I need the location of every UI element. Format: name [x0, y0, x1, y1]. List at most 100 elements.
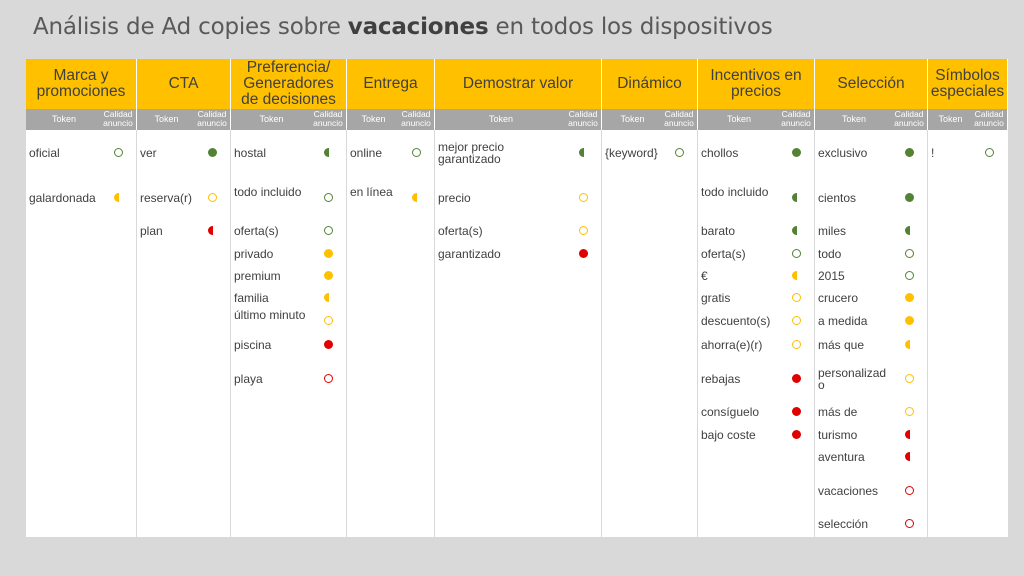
quality-full-yellow-icon [905, 293, 914, 302]
token-label: Token [259, 114, 284, 124]
token-cell: oferta(s) [701, 247, 746, 261]
column-divider [927, 130, 928, 537]
token-cell: en línea [350, 185, 393, 199]
column-divider [814, 130, 815, 537]
quality-label: Calidad anuncio [894, 109, 924, 128]
quality-full-red-icon [792, 374, 801, 383]
token-label: Token [51, 114, 77, 124]
token-cell: 2015 [818, 269, 845, 283]
quality-full-yellow-icon [324, 271, 333, 280]
column-header: Marca y promociones [26, 59, 137, 109]
token-cell: € [701, 269, 708, 283]
quality-empty-yellow-icon [792, 293, 801, 302]
subheader-row: Token Calidad anuncio [231, 109, 347, 130]
token-cell: oferta(s) [438, 224, 483, 238]
column-divider [136, 130, 137, 537]
subheader-row: Token Calidad anuncio [26, 109, 137, 130]
quality-empty-green-icon [324, 226, 333, 235]
quality-full-red-icon [792, 430, 801, 439]
quality-full-red-icon [792, 407, 801, 416]
quality-empty-green-icon [792, 249, 801, 258]
quality-label: Calidad anuncio [664, 109, 694, 128]
quality-label: Calidad anuncio [568, 109, 598, 128]
column-header: Dinámico [602, 59, 698, 109]
quality-empty-yellow-icon [324, 316, 333, 325]
quality-half-yellow-icon [114, 193, 119, 202]
quality-label: Calidad anuncio [313, 109, 343, 128]
column-header: Preferencia/ Generadores de decisiones [231, 59, 347, 109]
quality-empty-green-icon [675, 148, 684, 157]
token-cell: rebajas [701, 372, 741, 386]
token-cell: gratis [701, 291, 731, 305]
quality-empty-yellow-icon [792, 316, 801, 325]
column-header: Selección [815, 59, 928, 109]
token-cell: más de [818, 405, 858, 419]
token-cell: miles [818, 224, 847, 238]
token-cell: personalizado [818, 366, 887, 392]
quality-empty-yellow-icon [208, 193, 217, 202]
quality-empty-green-icon [905, 249, 914, 258]
token-label: Token [154, 114, 179, 124]
token-label: Token [488, 114, 514, 124]
column-divider [230, 130, 231, 537]
token-cell: todo incluido [234, 185, 302, 199]
subheader-row: Token Calidad anuncio [347, 109, 435, 130]
token-cell: bajo coste [701, 428, 756, 442]
column-divider [346, 130, 347, 537]
token-cell: ahorra(e)(r) [701, 338, 763, 352]
token-cell: más que [818, 338, 865, 352]
title-bold: vacaciones [347, 14, 489, 40]
subheader-row: Token Calidad anuncio [815, 109, 928, 130]
column-divider [697, 130, 698, 537]
token-cell: online [350, 146, 383, 160]
token-cell: familia [234, 291, 269, 305]
quality-full-red-icon [324, 340, 333, 349]
quality-empty-green-icon [412, 148, 421, 157]
token-cell: ver [140, 146, 157, 160]
token-cell: premium [234, 269, 281, 283]
quality-label: Calidad anuncio [781, 109, 811, 128]
quality-empty-green-icon [324, 193, 333, 202]
quality-empty-yellow-icon [579, 226, 588, 235]
column-header: Incentivos en precios [698, 59, 815, 109]
subheader-row: Token Calidad anuncio [928, 109, 1008, 130]
analysis-table: Marca y promociones Token Calidad anuncio o… [26, 59, 1008, 537]
column-divider [434, 130, 435, 537]
token-label: Token [361, 114, 386, 124]
quality-half-green-icon [792, 193, 797, 202]
quality-label: Calidad anuncio [401, 109, 431, 128]
quality-full-green-icon [208, 148, 217, 157]
title-prefix: Análisis de Ad copies sobre [33, 14, 348, 40]
quality-empty-yellow-icon [579, 193, 588, 202]
quality-empty-green-icon [114, 148, 123, 157]
token-cell: vacaciones [818, 484, 879, 498]
token-cell: turismo [818, 428, 858, 442]
token-cell: cientos [818, 191, 857, 205]
quality-half-yellow-icon [905, 340, 910, 349]
quality-half-red-icon [905, 452, 910, 461]
token-cell: consíguelo [701, 405, 760, 419]
column-header: CTA [137, 59, 231, 109]
quality-label: Calidad anuncio [974, 109, 1004, 128]
title-suffix: en todos los dispositivos [488, 14, 773, 40]
quality-half-yellow-icon [792, 271, 797, 280]
quality-empty-yellow-icon [905, 374, 914, 383]
column-header: Demostrar valor [435, 59, 602, 109]
quality-full-green-icon [905, 148, 914, 157]
quality-empty-red-icon [905, 486, 914, 495]
token-cell: privado [234, 247, 274, 261]
token-cell: plan [140, 224, 163, 238]
token-cell: reserva(r) [140, 191, 193, 205]
subheader-row: Token Calidad anuncio [698, 109, 815, 130]
token-cell: precio [438, 191, 471, 205]
token-cell: {keyword} [605, 146, 658, 160]
token-cell: oferta(s) [234, 224, 279, 238]
subheader-row: Token Calidad anuncio [602, 109, 698, 130]
quality-full-red-icon [579, 249, 588, 258]
quality-full-green-icon [792, 148, 801, 157]
token-cell: chollos [701, 146, 739, 160]
quality-half-yellow-icon [324, 293, 329, 302]
column-header: Entrega [347, 59, 435, 109]
quality-half-green-icon [905, 226, 910, 235]
token-cell: mejor precio garantizado [438, 140, 505, 166]
